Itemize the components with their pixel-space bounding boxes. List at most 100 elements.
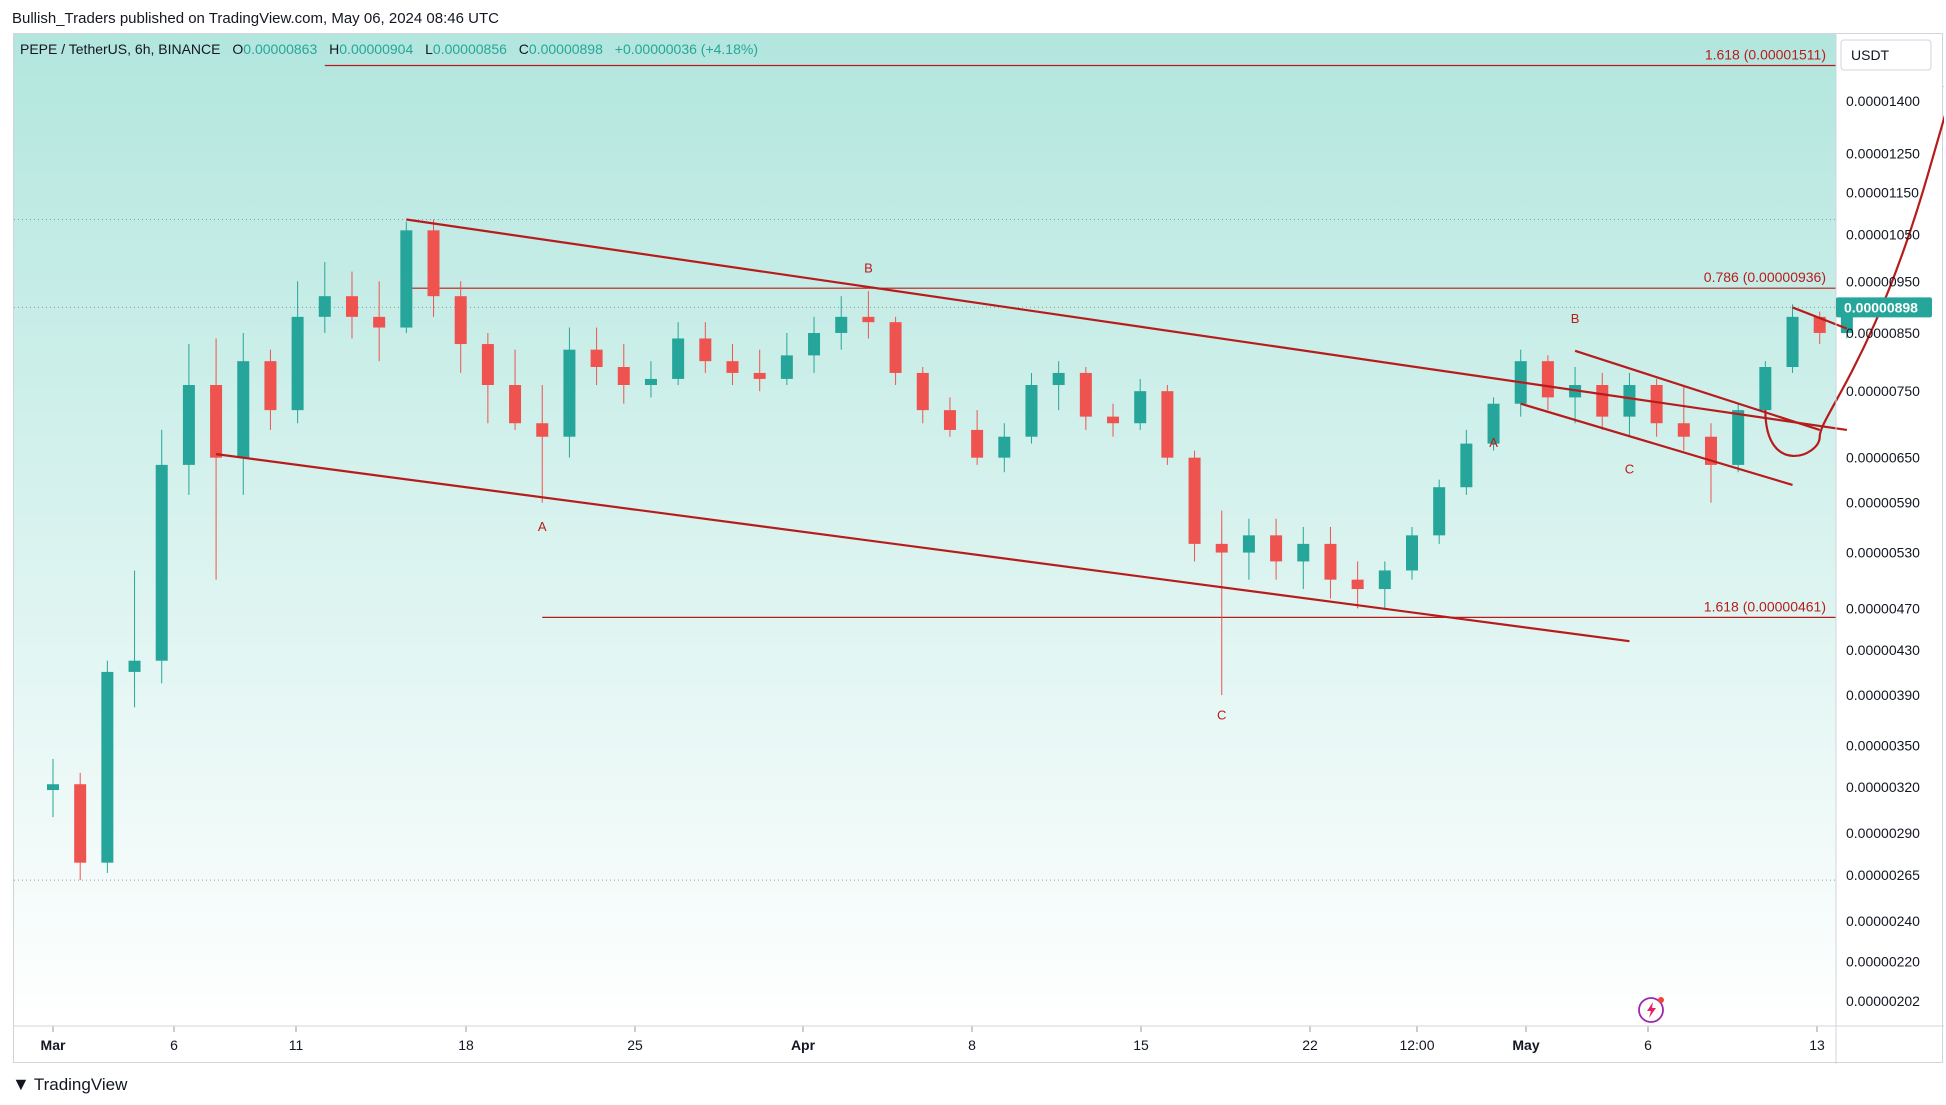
candle-body xyxy=(1242,535,1255,553)
currency-box-bg xyxy=(1840,39,1932,71)
legend-c-label: C xyxy=(519,41,529,57)
alert-lightning-icon[interactable] xyxy=(1638,997,1664,1023)
chart-svg[interactable]: 1.618 (0.00001511) 0.786 (0.00000936) 1.61… xyxy=(14,34,1944,1064)
trendline xyxy=(1520,402,1793,486)
candle-body xyxy=(1378,570,1391,590)
candle-body xyxy=(536,423,549,437)
last-price-tag-bg xyxy=(1836,297,1932,318)
candle-body xyxy=(1270,535,1283,562)
candle-body xyxy=(1786,316,1799,368)
currency-label: USDT xyxy=(1851,47,1890,63)
candle-body xyxy=(318,296,331,317)
time-tick-label: 13 xyxy=(1809,1037,1825,1053)
time-tick-label: 8 xyxy=(968,1037,976,1053)
legend-o-label: O xyxy=(232,41,243,57)
price-tick-label: 0.00001400 xyxy=(1846,93,1920,109)
candle-body xyxy=(998,436,1011,458)
price-tick-label: 0.00000590 xyxy=(1846,495,1920,511)
candle-body xyxy=(345,296,358,317)
candle-body xyxy=(1351,579,1364,590)
candle-body xyxy=(128,660,141,672)
time-axis[interactable]: Mar 6 11 18 25 Apr 8 15 22 12:00 May 6 13 xyxy=(41,1026,1825,1053)
svg-text:PEPE / TetherUS, 6h, BINANCE: PEPE / TetherUS, 6h, BINANCE O0.00000863… xyxy=(20,41,758,57)
candle-body xyxy=(644,378,657,386)
candle-body xyxy=(74,784,87,863)
candle-body xyxy=(1623,385,1636,417)
price-tick-label: 0.00001150 xyxy=(1846,184,1919,200)
tradingview-logo[interactable]: ▼ TradingView xyxy=(12,1074,127,1095)
candle-body xyxy=(291,316,304,411)
candle-body xyxy=(1025,385,1038,437)
fib-level-label: 1.618 (0.00001511) xyxy=(1705,47,1826,63)
wave-label: B xyxy=(1571,311,1580,326)
candle-body xyxy=(1596,385,1609,417)
candle-body xyxy=(1188,457,1201,544)
candle-body xyxy=(237,361,250,458)
candle-body xyxy=(1759,367,1772,411)
price-tick-label: 0.00000265 xyxy=(1846,867,1920,883)
time-tick-label: May xyxy=(1512,1037,1539,1053)
candle-body xyxy=(1324,543,1337,580)
candle-body xyxy=(1732,410,1745,465)
time-tick-label: 6 xyxy=(170,1037,178,1053)
trendline xyxy=(1574,349,1821,431)
candle-body xyxy=(699,338,712,362)
drawings xyxy=(215,68,1944,643)
candle-body xyxy=(182,385,195,465)
candle-body xyxy=(1460,443,1473,488)
legend-l-label: L xyxy=(425,41,433,57)
candle-body xyxy=(1297,543,1310,562)
candle-body xyxy=(1677,423,1690,437)
candle-body xyxy=(1052,372,1065,386)
candle-body xyxy=(427,230,440,297)
candle-body xyxy=(400,230,413,328)
tradingview-mark-icon: ▼ xyxy=(12,1074,30,1094)
price-tick-label: 0.00000390 xyxy=(1846,687,1920,703)
candle-body xyxy=(481,344,494,386)
time-tick-label: 11 xyxy=(289,1037,304,1053)
legend-change: +0.00000036 (+4.18%) xyxy=(615,41,758,57)
price-tick-label: 0.00000220 xyxy=(1846,953,1920,969)
candle-body xyxy=(1704,436,1717,465)
candle-body xyxy=(1406,535,1418,571)
plot-background xyxy=(14,34,1836,1026)
last-price-tag: 0.00000898 xyxy=(1836,297,1932,318)
wave-label: C xyxy=(1625,462,1634,477)
price-axis[interactable]: 0.00001400 0.00001250 0.00001150 0.00001050… xyxy=(1846,93,1920,1009)
candle-body xyxy=(753,372,766,379)
candle-body xyxy=(590,349,603,368)
wave-label: B xyxy=(864,261,873,276)
legend-h-label: H xyxy=(329,41,339,57)
candle-body xyxy=(47,784,59,791)
candle-body xyxy=(617,367,630,386)
candle-body xyxy=(1541,361,1554,398)
time-tick-label: Mar xyxy=(41,1037,66,1053)
horizontal-levels: 1.618 (0.00001511) 0.786 (0.00000936) 1.61… xyxy=(14,47,1836,881)
trendline xyxy=(215,453,1630,643)
legend-symbol: PEPE / TetherUS, 6h, BINANCE xyxy=(20,41,221,57)
candle-body xyxy=(454,296,467,345)
publisher-header: Bullish_Traders published on TradingView… xyxy=(12,10,499,27)
candle-body xyxy=(509,385,522,424)
last-price-tag-text: 0.00000898 xyxy=(1844,299,1918,315)
candle-body xyxy=(780,355,793,379)
candle-body xyxy=(971,429,984,458)
currency-box[interactable]: USDT xyxy=(1840,39,1932,71)
price-tick-label: 0.00000290 xyxy=(1846,825,1920,841)
chart-frame: 1.618 (0.00001511) 0.786 (0.00000936) 1.61… xyxy=(13,33,1944,1064)
price-tick-label: 0.00000530 xyxy=(1846,545,1920,561)
symbol-legend: PEPE / TetherUS, 6h, BINANCE O0.00000863… xyxy=(20,41,758,57)
price-tick-label: 0.00000240 xyxy=(1846,913,1920,929)
candle-body xyxy=(210,385,223,458)
time-tick-label: 18 xyxy=(458,1037,474,1053)
candle-body xyxy=(862,316,875,323)
legend-c-value: 0.00000898 xyxy=(529,41,603,57)
price-tick-label: 0.00000750 xyxy=(1846,383,1920,399)
candle-body xyxy=(1134,391,1147,424)
time-tick-label: 22 xyxy=(1302,1037,1318,1053)
tradingview-brand: TradingView xyxy=(33,1074,128,1094)
wave-label: A xyxy=(538,519,547,534)
candle-body xyxy=(1215,543,1228,553)
candles xyxy=(47,219,1853,881)
wave-label: A xyxy=(1489,435,1498,450)
